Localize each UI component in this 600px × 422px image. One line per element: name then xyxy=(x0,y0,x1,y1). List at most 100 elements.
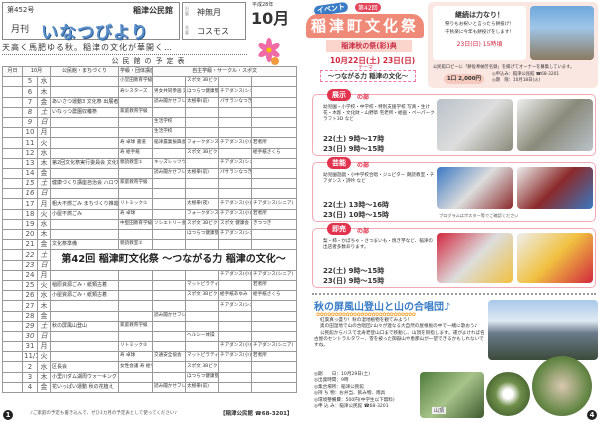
circle-cell xyxy=(152,290,186,302)
date-cell: 17 xyxy=(22,198,38,210)
table-row: 5水 小堂田教育学級 家庭教育学級 スポ文 3Bビクビー xyxy=(2,76,298,88)
kominkan-cell: 健康づくり講座自治会 ハロウィンのEクッキング xyxy=(50,178,119,190)
circle-cell xyxy=(218,127,252,139)
weekday-cell: 水 xyxy=(37,361,51,373)
kominkan-cell: 花いっぱい運動 秋の花植え xyxy=(50,381,119,394)
table-row: 29 土秋の屏風山登山 家庭教育学級 xyxy=(2,320,298,332)
mochi-deadline: ◎期 限：10月18日(火) xyxy=(492,78,541,83)
circle-cell xyxy=(152,228,186,241)
circle-cell: ほつらつ健康塾 xyxy=(185,228,219,241)
gekkan-label: 月刊 xyxy=(11,25,30,35)
circle-cell: パサランなつぎ xyxy=(218,167,252,180)
kominkan-cell: 文化祭準備 xyxy=(50,239,119,251)
era-year: 平成28年 xyxy=(252,2,274,8)
weekday-cell: 月 xyxy=(37,198,51,210)
date-cell: 14 xyxy=(22,167,38,180)
weekday-cell: 火 xyxy=(37,137,51,149)
date-cell: 4 xyxy=(22,381,38,394)
kominkan-cell: いなっつ農園収穫祭 xyxy=(50,106,119,118)
mountain-photo xyxy=(488,300,598,360)
kominkan-cell xyxy=(50,269,119,281)
table-header: 月日 10月 公民館・まちづくり 学級・団体講座 自主学級・サークル・スポ文 xyxy=(2,65,298,78)
class-cell xyxy=(118,96,153,108)
circle-cell: 読み聞かせフレッシュ部 xyxy=(152,96,186,108)
note-cell xyxy=(2,228,23,241)
hike-p1: 紅葉真っ盛り！秋の湿地植物を観てみよう！ xyxy=(320,318,412,323)
class-cell: 小堂田教育学級 家庭教育学級 xyxy=(118,76,153,88)
class-cell: リトミック① xyxy=(118,198,153,210)
weekday-cell: 木 xyxy=(37,228,51,241)
kominkan-cell xyxy=(50,218,119,231)
kominkan-cell: 第2回文化祭実行委員会 文化祭 展示搬入 xyxy=(50,157,119,169)
header-circle: 自主学級・サークル・スポ文 xyxy=(151,65,298,78)
kominkan-cell: 稲原資源ごみ・紙類古着 xyxy=(50,279,119,292)
circle-cell: チアダンス(シニア) xyxy=(218,228,252,241)
class-cell: リトミック② xyxy=(118,341,153,353)
note-cell xyxy=(2,178,23,190)
circle-cell xyxy=(250,330,298,343)
section-desc: 幼児園・小学校・中学校・特別支援学校 写真・生け花・木彫・文化財・山野草 宅老所… xyxy=(323,105,435,122)
section-suffix: の部 xyxy=(357,228,370,235)
circle-cell xyxy=(218,178,252,190)
date-cell: 3 xyxy=(22,371,38,383)
circle-cell: チアダンス(シニア) xyxy=(250,341,298,353)
mochi-heading: 継続は力なり！ xyxy=(455,11,504,19)
circle-cell xyxy=(185,188,219,200)
date-cell: 24 xyxy=(22,269,38,281)
section-badge: 展示 xyxy=(327,89,351,101)
circle-cell: チアダンス(シニア) xyxy=(250,269,298,281)
circle-cell xyxy=(185,127,219,139)
circle-cell: スポ文 健康会 xyxy=(218,218,252,231)
circle-cell: マットピラティス xyxy=(185,351,219,363)
circle-cell: チアダンス(小) xyxy=(218,341,252,353)
weekday-cell: 日 xyxy=(37,259,51,271)
class-cell: 寿 卓球 xyxy=(118,208,153,220)
circle-cell xyxy=(152,178,186,190)
circle-cell xyxy=(152,341,186,353)
circle-cell: 稲津農業振興会 xyxy=(152,137,186,149)
hike-info: ◎期 日：10月29日(土) ◎出発時間：9時 ◎集合場所：稲津公民館 ◎持 ち… xyxy=(314,372,395,410)
circle-cell xyxy=(250,320,298,332)
date-cell: 6 xyxy=(22,86,38,98)
circle-cell xyxy=(152,269,186,281)
weekday-cell: 月 xyxy=(37,127,51,139)
date-cell: 12 xyxy=(22,147,38,159)
weekday-cell: 木 xyxy=(37,157,51,169)
flower-label: 花暦 xyxy=(185,25,189,35)
date-cell: 9 xyxy=(22,116,38,129)
weekday-cell: 日 xyxy=(37,330,51,343)
mochi-text-1: 祭りもお祝いと言ったら餅投げ！ xyxy=(445,22,514,27)
class-cell xyxy=(118,290,153,302)
weekday-cell: 日 xyxy=(37,116,51,129)
weekday-cell: 金 xyxy=(37,239,51,251)
mochi-photo xyxy=(530,6,594,60)
festival-banner: 第42回 稲津町文化祭 〜つながる力 稲津の文化〜 xyxy=(49,249,298,271)
circle-cell xyxy=(250,381,298,394)
cosmos-flower-icon xyxy=(258,38,280,65)
note-cell xyxy=(2,157,23,169)
footer-contact: 【稲津公民館 ☎68-3201】 xyxy=(220,411,293,417)
date-cell: 19 xyxy=(22,218,38,231)
date-cell: 2 xyxy=(22,361,38,373)
weekday-cell: 日 xyxy=(37,188,51,200)
hiking-photo: 山頂 xyxy=(420,372,484,418)
note-cell xyxy=(2,269,23,281)
note-cell xyxy=(2,381,23,394)
section-desc: 幼児園遊戯・小中学校合唱・ジュピター 朗読教室・チアダンス・詩吟 など xyxy=(323,173,435,184)
mochi-info: ◎申込み：稲津公民館 ☎68-3201 ◎期 限：10月18日(火) xyxy=(492,72,559,84)
date-cell: 8 xyxy=(22,106,38,118)
circle-cell: 太極拳(夜) xyxy=(185,198,219,210)
hike-description: 紅葉真っ盛り！秋の湿地植物を観てみよう！ 奥の田湿地で山の合唱団♪山々が連なる大… xyxy=(314,318,486,349)
circle-cell: ソシエトリー会議 xyxy=(152,218,186,231)
circle-cell: 太極拳(前) xyxy=(185,381,219,394)
circle-cell xyxy=(218,76,252,88)
mochi-card: 継続は力なり！ 祭りもお祝いと言ったら餅投げ！ 千秋楽に今年も餅投げをします！ … xyxy=(433,6,526,60)
class-cell xyxy=(118,300,153,312)
note-cell xyxy=(2,320,23,332)
section-photo-2 xyxy=(517,99,593,151)
circle-cell xyxy=(152,361,186,373)
class-cell: 親読教室① xyxy=(118,157,153,169)
weekday-cell: 火 xyxy=(37,208,51,220)
